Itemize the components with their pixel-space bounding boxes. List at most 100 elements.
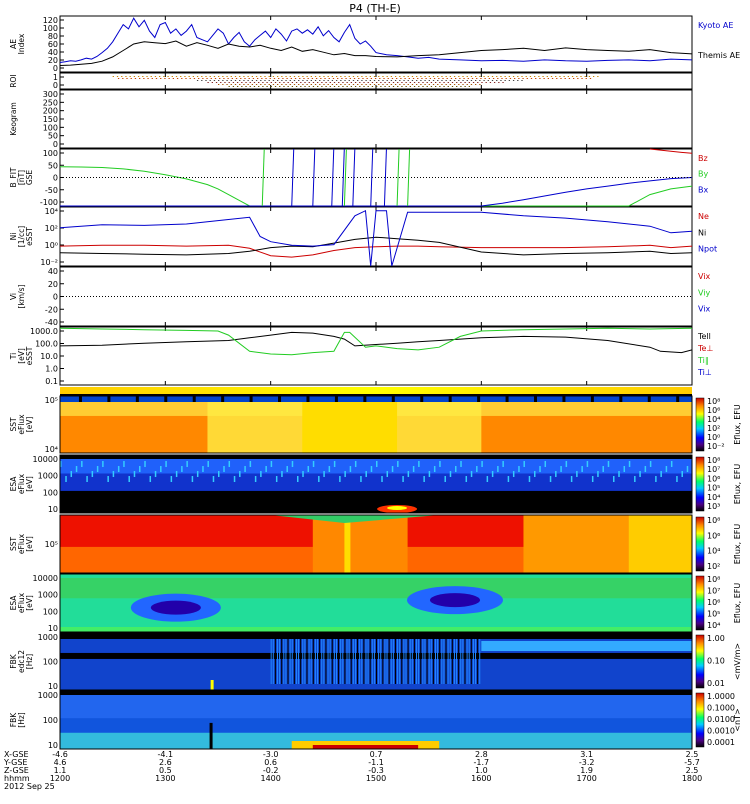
y-tick-label: 10⁻² [40,258,58,267]
colorbar-tick-label: 0.0010 [707,727,735,736]
roi-dot [260,84,262,85]
heatmap-cell [386,639,388,684]
roi-dot [517,76,519,77]
heatmap-cell [276,639,278,684]
heatmap-cell [175,471,178,477]
heatmap-cell [441,639,443,684]
roi-dot [447,86,449,87]
y-tick-label: 1000.0 [30,327,58,336]
roi-dot [413,82,416,83]
roi-dot [293,76,296,77]
roi-dot [437,80,439,81]
field-spike [396,148,400,207]
heatmap-cell [210,680,214,690]
roi-dot [268,84,270,85]
heatmap-cell [78,396,82,402]
heatmap-cell [144,461,146,467]
roi-dot [270,86,272,87]
axis-ylabel: Ti[eV]eSST [9,346,34,365]
heatmap-cell [405,639,407,684]
colorbar-tick-label: 10² [707,562,720,571]
heatmap-cell [357,639,359,684]
roi-dot [371,86,374,87]
heatmap-cell [314,639,316,684]
axis-ylabel-line: AE [9,39,18,49]
date-label: 2012 Sep 25 [4,782,55,791]
heatmap-cell [497,466,499,472]
series-line-tell [59,331,693,354]
field-spike [383,148,387,207]
heatmap-cell [352,639,354,684]
roi-dot [276,84,279,85]
roi-dot [192,76,195,77]
axis-ylabel: Vi[km/s] [9,284,26,308]
roi-dot [274,82,277,83]
heatmap-cell [335,639,337,684]
roi-dot [258,86,260,87]
heatmap-cell [233,476,236,482]
heatmap-cell [581,466,583,472]
colorbar-tick-label: 10⁶ [707,598,720,607]
heatmap-cell [107,396,111,402]
roi-dot [373,84,376,85]
roi-dot [491,76,494,77]
roi-dot [373,80,376,81]
field-spike [370,148,374,207]
roi-dot [409,86,412,87]
roi-dot [344,84,346,85]
axis-ylabel: SSTeFlux[eV] [9,533,34,554]
ephemeris-value: 0.6 [264,758,277,767]
heatmap-cell [272,639,274,684]
ephemeris-value: 2.5 [686,750,699,759]
ephemeris-value: -4.1 [158,750,174,759]
roi-dot [201,76,203,77]
y-tick-label: -50 [45,186,58,195]
roi-dot [535,78,537,79]
roi-dot [258,82,260,83]
roi-dot [380,82,382,83]
roi-dot [382,84,384,85]
roi-dot [251,84,254,85]
heatmap-cell [329,639,331,684]
roi-dot [479,76,481,77]
roi-dot [134,78,137,79]
roi-dot [247,76,249,77]
roi-dot [262,86,264,87]
roi-dot [501,78,503,79]
roi-dot [314,80,317,81]
roi-dot [568,78,571,79]
heatmap-cell [170,476,173,482]
axis-ylabel-line: eSST [25,346,34,365]
roi-dot [310,84,312,85]
heatmap-cell [403,639,405,684]
heatmap-cell [286,466,288,472]
ephemeris-value: 1.0 [475,766,488,775]
roi-dot [447,82,449,83]
roi-dot [289,84,291,85]
series-line-npot [59,209,693,267]
roi-dot [496,76,498,77]
roi-dot [294,78,297,79]
heatmap-cell [123,461,125,467]
roi-dot [382,80,384,81]
heatmap-cell [456,639,458,684]
heatmap-cell [340,639,342,684]
heatmap-cell [416,639,418,684]
roi-dot [335,84,338,85]
roi-dot [311,78,314,79]
roi-dot [451,86,454,87]
heatmap-band [270,515,440,523]
axis-ylabel-line: edc12 [17,650,26,673]
heatmap-cell [310,639,312,684]
roi-dot [261,78,263,79]
roi-dot [286,78,288,79]
panel-esa_i: ESAeFlux[eV] 10000 1000 100 10 10⁸ 10⁷ 10⁶ 10⁵ 10… [9,573,742,633]
heatmap-cell [401,639,403,684]
roi-dot [497,78,499,79]
ephemeris-row-label: hhmm [4,774,30,783]
axis-ylabel-line: [eV] [25,476,34,492]
roi-dot [338,82,340,83]
roi-dot [239,84,241,85]
legend-entry: Bx [698,185,708,194]
roi-dot [513,78,516,79]
